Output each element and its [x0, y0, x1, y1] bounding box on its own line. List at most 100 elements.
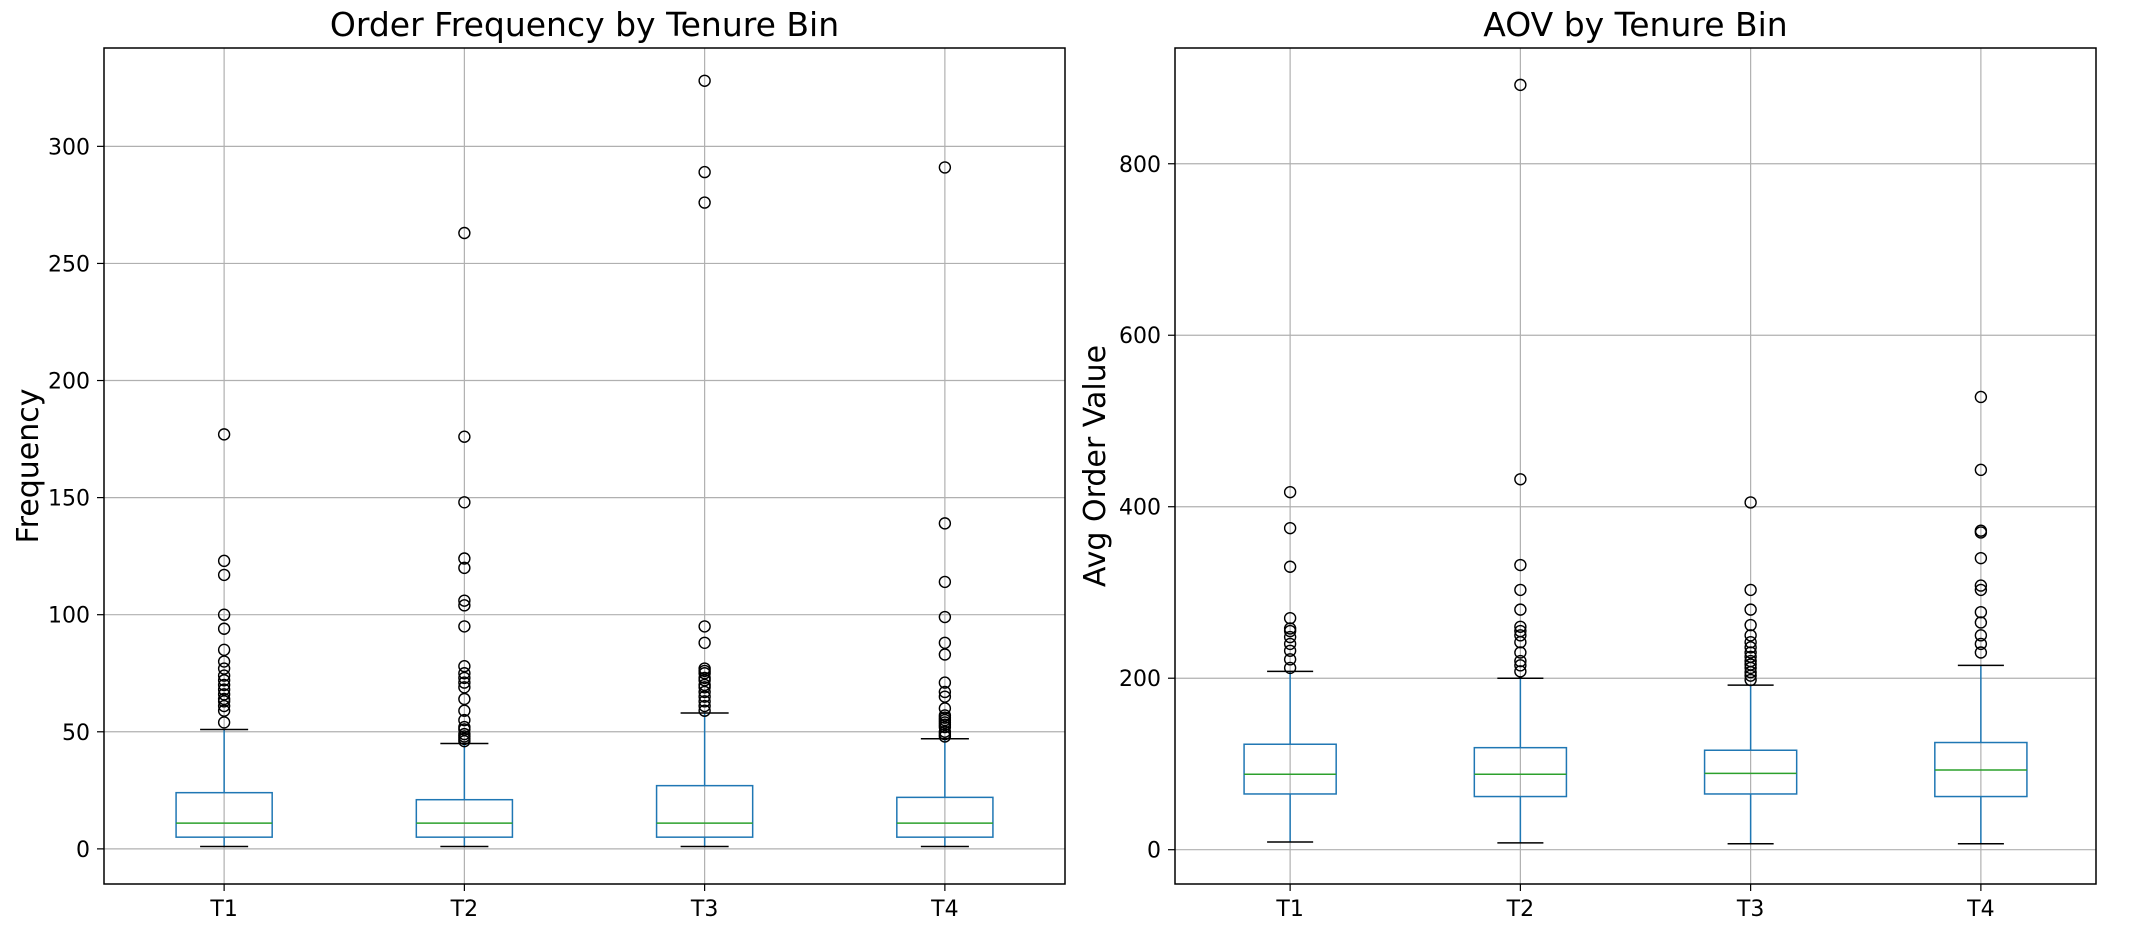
outlier-point	[1283, 560, 1297, 573]
outlier-point	[698, 165, 711, 179]
outlier-point	[698, 671, 711, 685]
outlier-point	[217, 678, 231, 692]
outlier-point	[938, 709, 952, 722]
outlier-point	[698, 685, 711, 699]
outlier-point	[217, 662, 231, 675]
outlier-point	[938, 610, 952, 624]
outlier-point	[458, 594, 471, 607]
outlier-point	[1744, 658, 1757, 671]
frequency-panel: 0 50 100 150 200 250 300 T1 T2 T3 T4 Order Frequenc…	[11, 5, 1066, 922]
x-tick-label: T2	[1506, 897, 1534, 922]
outlier-point	[1974, 583, 1988, 597]
outlier-point	[698, 196, 711, 209]
outlier-point	[458, 430, 471, 443]
outlier-point	[458, 496, 471, 509]
outlier-point	[938, 702, 952, 715]
aov-panel: 0 200 400 600 800 T1 T2 T3 T4 AOV by Tenure Bin Av…	[1078, 5, 2097, 922]
outlier-point	[698, 690, 711, 703]
outlier-point	[938, 636, 952, 650]
outlier-point	[1514, 624, 1527, 638]
outlier-point	[458, 727, 471, 741]
x-tick-label: T2	[450, 897, 478, 922]
outlier-point	[1283, 521, 1297, 535]
outlier-point	[698, 678, 711, 692]
y-axis-label: Frequency	[11, 389, 46, 544]
outlier-point	[1514, 78, 1527, 92]
outlier-point	[698, 699, 711, 713]
outlier-point	[1514, 473, 1527, 486]
outlier-point	[1974, 629, 1988, 642]
y-tick-label: 300	[48, 135, 90, 160]
outlier-point	[938, 648, 952, 661]
x-tick-label: T1	[1275, 897, 1303, 922]
outlier-point	[217, 716, 231, 729]
y-tick-label: 600	[1119, 324, 1161, 349]
x-tick-label: T3	[690, 897, 718, 922]
iqr-box	[655, 784, 754, 838]
outlier-point	[1744, 641, 1757, 654]
outlier-point	[1514, 646, 1527, 659]
iqr-box	[415, 798, 514, 838]
y-tick-label: 250	[48, 252, 90, 277]
outlier-point	[1514, 629, 1527, 642]
outlier-point	[458, 671, 471, 685]
iqr-box	[1243, 743, 1337, 795]
outlier-point	[217, 683, 231, 696]
y-tick-label: 50	[62, 721, 90, 746]
plot-frame	[103, 47, 1066, 885]
outlier-point	[458, 681, 471, 694]
outlier-point	[1514, 659, 1527, 672]
y-tick-label: 200	[48, 370, 90, 395]
outlier-point	[1974, 390, 1988, 404]
outlier-point	[1744, 636, 1757, 649]
outlier-point	[458, 667, 471, 680]
outlier-point	[698, 662, 711, 675]
outlier-point	[1744, 618, 1757, 632]
iqr-box	[1703, 749, 1798, 795]
outlier-point	[1514, 654, 1527, 668]
outlier-point	[1744, 673, 1757, 687]
outlier-point	[458, 692, 471, 706]
outlier-point	[1744, 496, 1757, 509]
outlier-point	[458, 226, 471, 240]
y-tick-label: 100	[48, 604, 90, 629]
outlier-point	[458, 720, 471, 734]
outlier-point	[698, 636, 711, 650]
outlier-point	[698, 695, 711, 708]
x-tick-label: T3	[1736, 897, 1764, 922]
outlier-point	[458, 561, 471, 575]
outlier-point	[458, 660, 471, 673]
outlier-point	[1514, 603, 1527, 616]
outlier-point	[1744, 583, 1757, 597]
outlier-point	[458, 676, 471, 689]
chart-title: Order Frequency by Tenure Bin	[330, 5, 839, 44]
outlier-point	[217, 669, 231, 682]
outlier-point	[938, 725, 952, 738]
outlier-point	[1514, 665, 1527, 678]
iqr-box	[896, 796, 994, 838]
outlier-point	[217, 568, 231, 582]
outlier-point	[1974, 605, 1988, 619]
outlier-point	[1283, 622, 1297, 635]
outlier-point	[1974, 616, 1988, 629]
outlier-point	[1974, 646, 1988, 659]
outlier-point	[1283, 611, 1297, 625]
x-tick-label: T4	[1966, 897, 1994, 922]
outlier-point	[458, 552, 471, 565]
outlier-point	[1974, 524, 1988, 537]
x-tick-label: T4	[930, 897, 958, 922]
outlier-point	[698, 704, 711, 717]
outlier-point	[1744, 603, 1757, 616]
outlier-point	[217, 608, 231, 621]
outlier-point	[1974, 579, 1988, 592]
outlier-point	[1974, 637, 1988, 651]
outlier-point	[1744, 654, 1757, 668]
outlier-point	[1283, 661, 1297, 675]
outlier-point	[1283, 637, 1297, 651]
outlier-point	[217, 692, 231, 706]
outlier-point	[1514, 583, 1527, 597]
outlier-point	[217, 674, 231, 687]
outlier-point	[698, 74, 711, 87]
outlier-point	[458, 704, 471, 717]
